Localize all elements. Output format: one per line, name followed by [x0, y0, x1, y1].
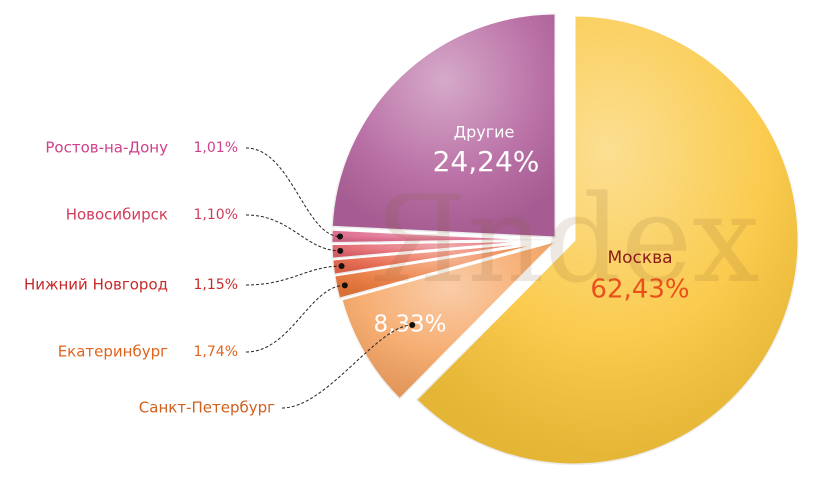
slice-shine — [331, 240, 556, 276]
slice-shine — [333, 240, 556, 300]
leader-dot — [338, 263, 345, 270]
category-label: Санкт-Петербург — [139, 399, 275, 417]
slice-shine — [331, 229, 556, 244]
leader-dot — [409, 322, 416, 329]
leader-line — [245, 284, 345, 353]
leader-line — [281, 324, 413, 409]
slice-shine — [340, 240, 558, 400]
leader-dot — [341, 282, 348, 289]
value-label: 1,10% — [194, 207, 238, 223]
watermark: Яndex — [370, 171, 760, 310]
value-label: 1,74% — [194, 344, 238, 360]
slice-shine — [331, 240, 556, 260]
value-label: 1,01% — [194, 140, 238, 156]
slice-shine — [415, 15, 799, 465]
value-label: 62,43% — [590, 275, 689, 305]
leader-dot — [337, 247, 344, 254]
category-label: Новосибирск — [66, 206, 168, 224]
category-label: Ростов-на-Дону — [45, 139, 168, 157]
leader-line — [245, 147, 341, 238]
category-label: Другие — [454, 123, 515, 142]
category-label: Москва — [607, 248, 672, 268]
slice-shine — [331, 12, 556, 239]
value-label: 1,15% — [194, 277, 238, 293]
category-label: Нижний Новгород — [24, 276, 168, 294]
leader-line — [245, 265, 342, 286]
leader-line — [245, 214, 341, 252]
value-label: 24,24% — [433, 145, 540, 178]
leader-dot — [337, 233, 344, 240]
category-label: Екатеринбург — [58, 343, 168, 361]
